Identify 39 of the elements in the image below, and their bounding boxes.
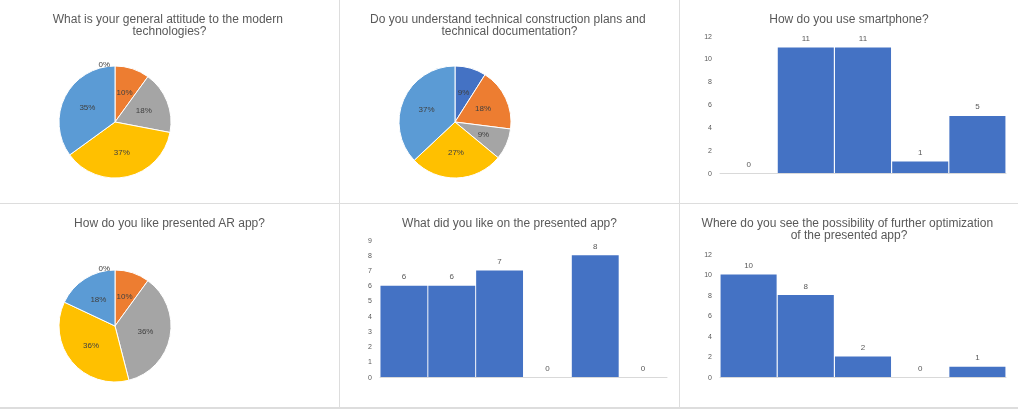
data-label: 1 (975, 353, 981, 363)
data-label: 0 (746, 159, 752, 169)
data-label: 1 (917, 148, 923, 158)
data-label: 9% (477, 129, 490, 139)
data-label: 36% (137, 327, 154, 337)
chart-title: Do you understand technical construction plans and technical documentation? (370, 12, 649, 38)
chart-title: Where do you see the possibility of further optimization of the presented app? (701, 216, 997, 242)
bar (571, 255, 619, 377)
data-label: 10 (744, 261, 754, 270)
data-label: 18% (475, 104, 492, 114)
data-label: 0 (917, 363, 923, 373)
data-label: 6 (401, 272, 407, 282)
data-label: 11 (801, 33, 811, 43)
data-label: 0 (545, 363, 551, 373)
data-label: 37% (113, 147, 130, 157)
data-label: 5 (975, 102, 981, 112)
chart-title: How do you like presented AR app? (74, 216, 266, 230)
data-label: 8 (593, 241, 599, 251)
data-label: 7 (497, 256, 503, 266)
chart-title: How do you use smartphone? (769, 12, 930, 26)
data-label: 36% (83, 341, 100, 351)
data-label: 10% (116, 292, 133, 302)
text: 0% (98, 263, 110, 273)
data-label: 11 (858, 33, 868, 43)
data-label: 10% (116, 88, 133, 98)
data-label: 18% (135, 106, 152, 116)
data-label: 8 (803, 281, 809, 291)
data-label: 18% (90, 295, 107, 305)
chart-title: What did you like on the presented app? (402, 216, 618, 230)
data-label: 6 (449, 272, 455, 282)
data-label: 2 (860, 343, 866, 352)
data-label: 9% (457, 87, 470, 97)
chart-title: What is your general attitude to the modern technologies? (52, 12, 287, 38)
text: 0% (98, 59, 110, 69)
data-label: 27% (447, 148, 464, 158)
data-label: 0 (640, 363, 646, 373)
data-label: 37% (418, 105, 435, 115)
bar (949, 366, 1006, 377)
data-label: 35% (79, 103, 96, 113)
